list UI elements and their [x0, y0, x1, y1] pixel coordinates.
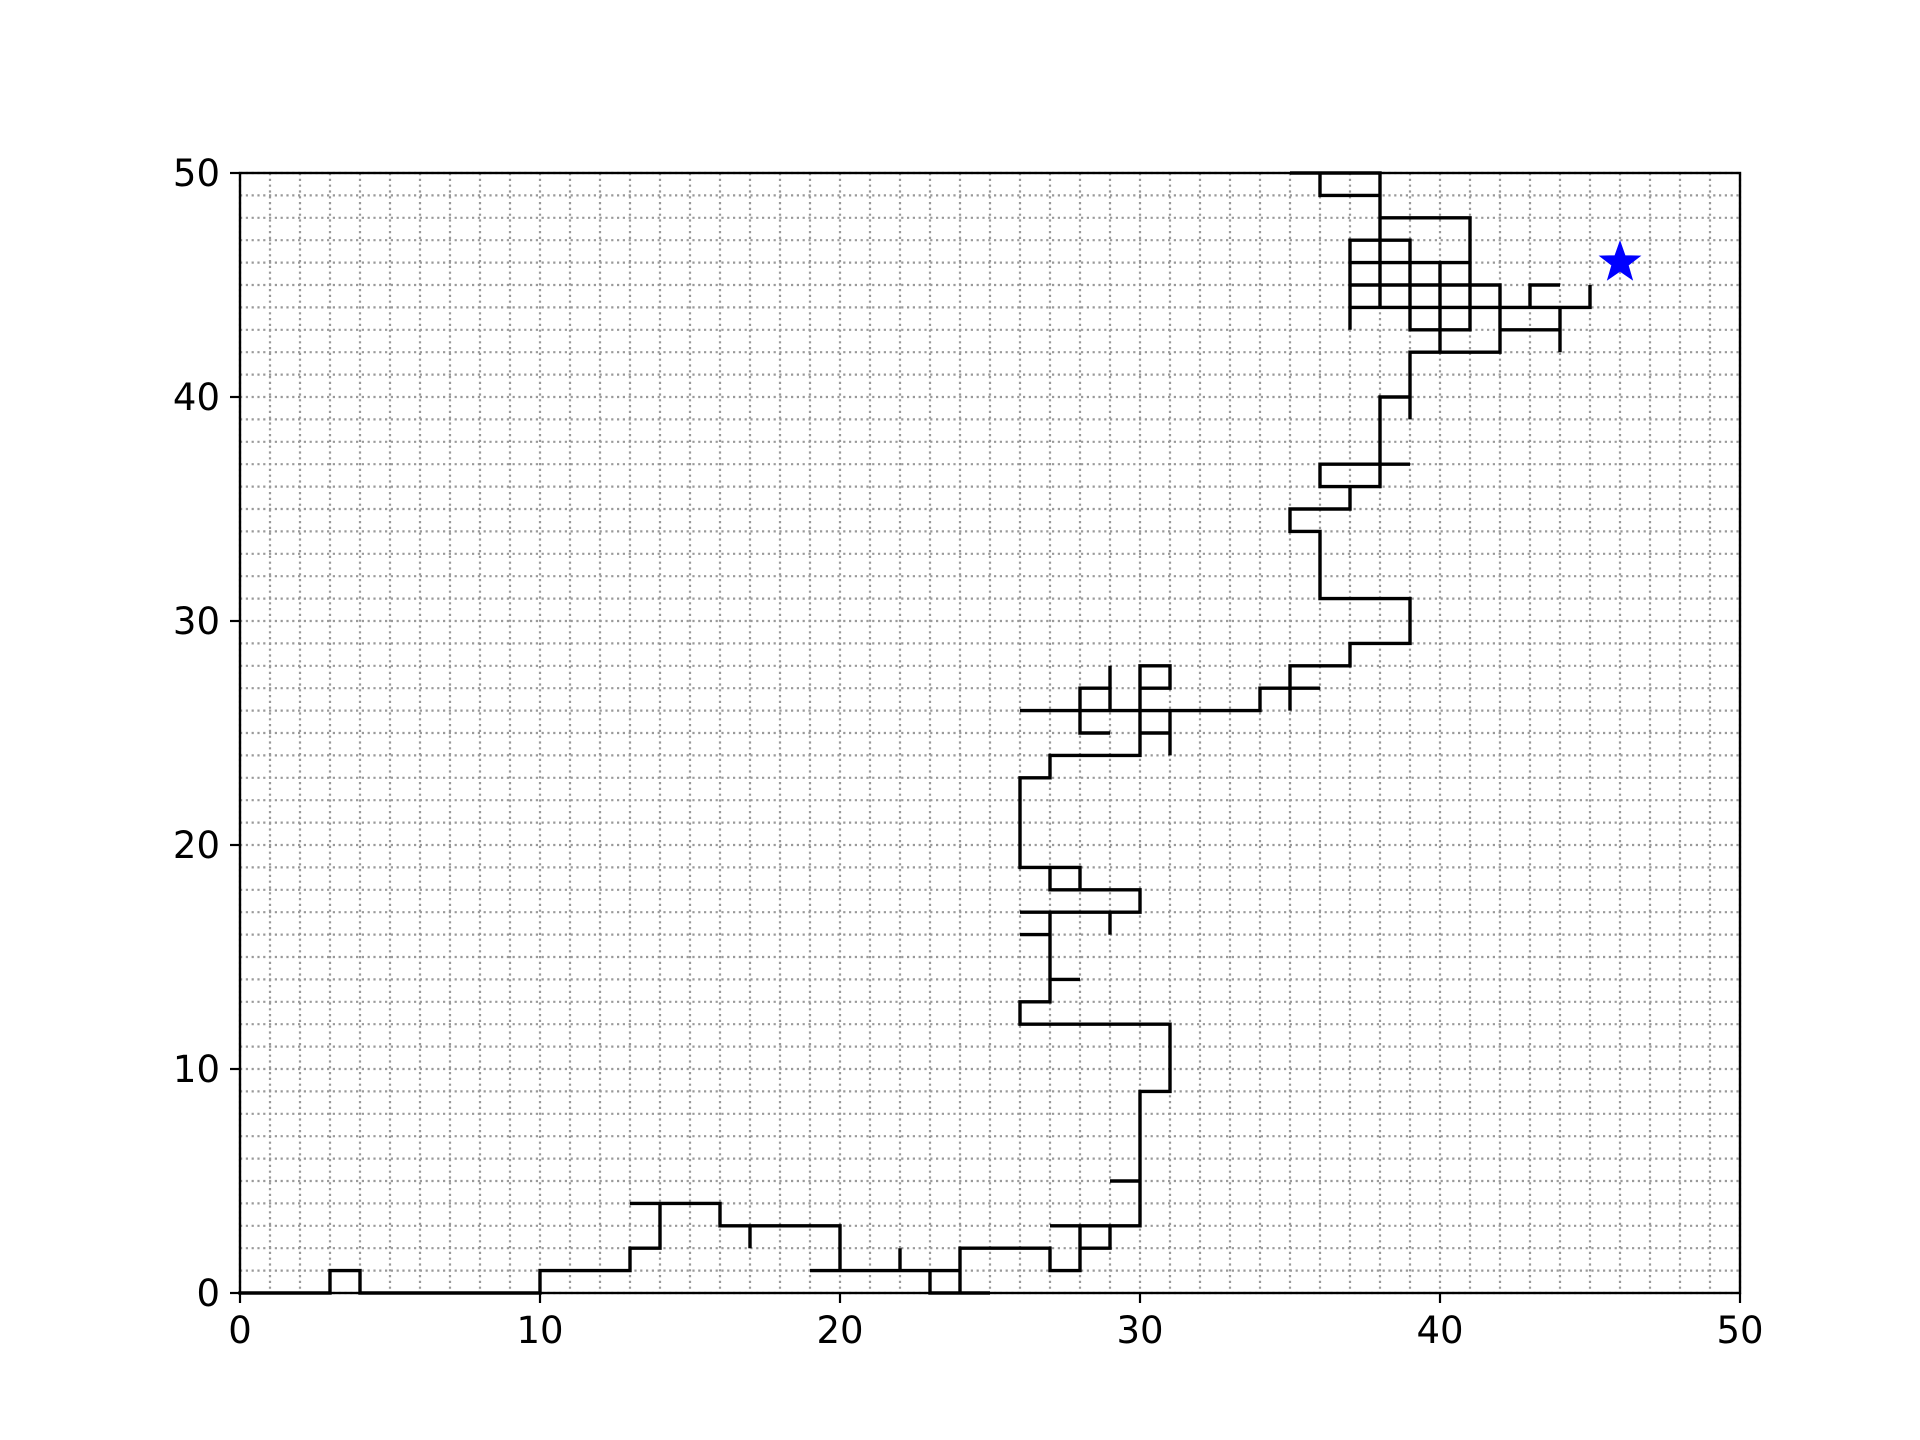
y-tick-label: 10 [173, 1048, 220, 1091]
x-tick-label: 0 [228, 1309, 252, 1352]
x-tick-label: 50 [1716, 1309, 1763, 1352]
y-tick-label: 40 [173, 376, 220, 419]
grid [238, 171, 1742, 1295]
star-marker-point [1598, 240, 1642, 281]
walk-path [238, 171, 1592, 1295]
x-tick-label: 30 [1116, 1309, 1163, 1352]
y-tick-label: 50 [173, 152, 220, 195]
x-axis: 0 10 20 30 40 50 [228, 1293, 1764, 1352]
y-tick-label: 0 [196, 1272, 220, 1315]
x-tick-label: 40 [1416, 1309, 1463, 1352]
y-axis: 0 10 20 30 40 50 [173, 152, 240, 1315]
series-line-walk [238, 171, 1592, 1295]
y-tick-label: 20 [173, 824, 220, 867]
plot-frame [238, 171, 1742, 1295]
x-tick-label: 20 [816, 1309, 863, 1352]
end-markers [1598, 240, 1642, 281]
x-tick-label: 10 [516, 1309, 563, 1352]
y-tick-label: 30 [173, 600, 220, 643]
